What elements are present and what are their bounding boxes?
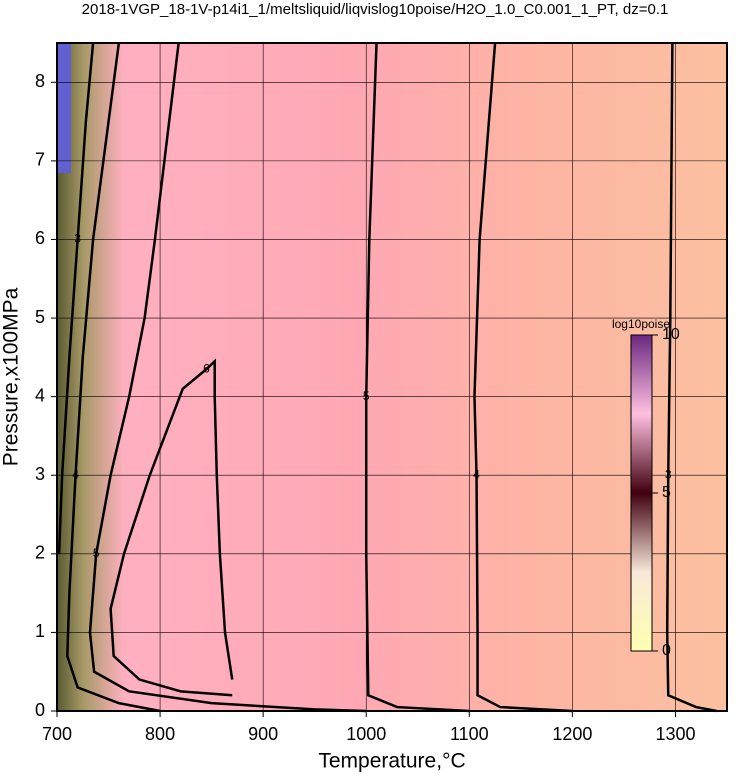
contour-label: 5 [363, 389, 370, 403]
colorbar-tick-label: 10 [662, 326, 680, 343]
contour-line [57, 42, 95, 554]
colorbar-label: log10poise [612, 317, 670, 331]
field [57, 43, 727, 711]
contour-line [66, 42, 161, 713]
y-tick-label: 8 [35, 71, 45, 91]
y-tick-label: 5 [35, 307, 45, 327]
y-axis-label: Pressure,x100MPa [0, 287, 23, 466]
colorbar-tick-label: 0 [662, 642, 671, 659]
colorbar [630, 334, 653, 652]
y-tick-label: 0 [35, 700, 45, 720]
y-tick-label: 3 [35, 464, 45, 484]
contour-label: 3 [74, 232, 81, 246]
contour-line [473, 42, 573, 713]
colorbar-tick-label: 5 [662, 484, 671, 501]
contour-line [88, 42, 367, 713]
x-tick-label: 1100 [450, 724, 489, 744]
y-tick-label: 7 [35, 150, 45, 170]
x-tick-label: 800 [145, 724, 175, 744]
chart-title: 2018-1VGP_18-1V-p14i1_1/meltsliquid/liqv… [82, 1, 669, 18]
contour-label: 6 [203, 361, 210, 375]
x-tick-label: 700 [42, 724, 72, 744]
field-low-corner [57, 43, 71, 173]
contour-label: 4 [72, 467, 79, 481]
contour-line [109, 358, 234, 697]
frame [56, 42, 728, 712]
y-tick-label: 2 [35, 543, 45, 563]
y-tick-label: 6 [35, 228, 45, 248]
x-axis-label: Temperature,°C [318, 750, 465, 773]
contour-label: 4 [473, 467, 480, 481]
y-tick-label: 4 [35, 385, 45, 405]
y-tick-label: 1 [35, 621, 45, 641]
contour-label: 5 [93, 546, 100, 560]
x-tick-label: 900 [248, 724, 278, 744]
x-tick-label: 1200 [552, 724, 592, 744]
x-tick-label: 1300 [655, 724, 695, 744]
x-tick-label: 1000 [346, 724, 386, 744]
contour-line [364, 42, 470, 713]
contour-line [665, 42, 717, 713]
contour-label: 3 [665, 467, 672, 481]
